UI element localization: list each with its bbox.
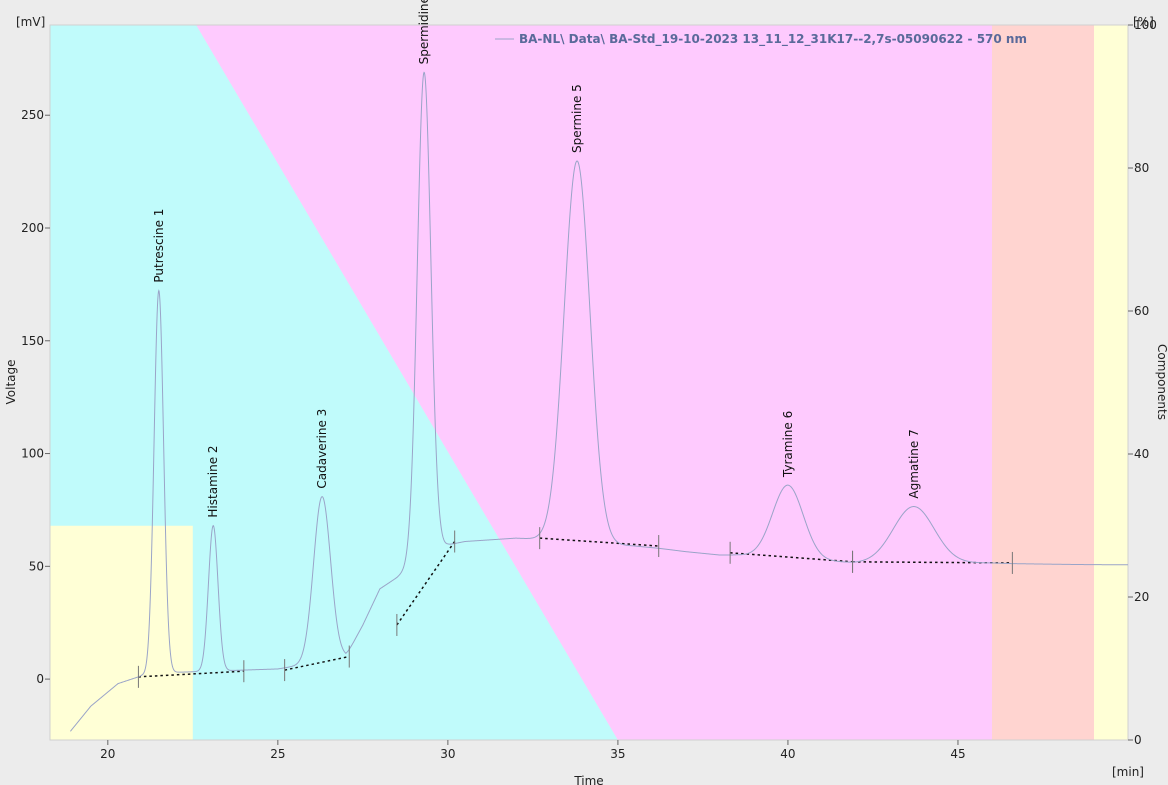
background-region-3 bbox=[992, 25, 1094, 740]
y2-unit-label: [%] bbox=[1133, 15, 1154, 29]
peak-label-3: Cadaverine 3 bbox=[315, 409, 329, 489]
integration-baseline-5 bbox=[730, 552, 853, 563]
y-unit-label: [mV] bbox=[16, 15, 45, 29]
plot-area-border bbox=[49, 24, 1129, 741]
y-tick-label: 250 bbox=[21, 108, 44, 122]
x-tick-label: 20 bbox=[100, 747, 115, 761]
plot-frame bbox=[49, 24, 1129, 741]
y-tick-label: 200 bbox=[21, 221, 44, 235]
y2-tick-label: 60 bbox=[1134, 304, 1149, 318]
background-region-4 bbox=[1094, 25, 1128, 740]
peak-label-4: Spermidine 4 bbox=[417, 0, 431, 64]
y2-axis: 0 20 40 60 80 100 bbox=[1128, 18, 1157, 747]
y2-tick-label: 80 bbox=[1134, 161, 1149, 175]
y-tick-label: 150 bbox=[21, 334, 44, 348]
y2-tick-label: 20 bbox=[1134, 590, 1149, 604]
series-line bbox=[70, 71, 1128, 732]
x-tick-label: 35 bbox=[610, 747, 625, 761]
y-tick-label: 50 bbox=[29, 559, 44, 573]
y2-tick-label: 100 bbox=[1134, 18, 1157, 32]
y2-axis-title: Components bbox=[1155, 344, 1168, 420]
peak-labels: Putrescine 1 Histamine 2 Cadaverine 3 Sperm… bbox=[152, 0, 921, 518]
y2-tick-label: 0 bbox=[1134, 733, 1142, 747]
y-tick-label: 100 bbox=[21, 447, 44, 461]
y2-tick-label: 40 bbox=[1134, 447, 1149, 461]
x-tick-label: 25 bbox=[270, 747, 285, 761]
x-tick-label: 30 bbox=[440, 747, 455, 761]
peak-label-6: Tyramine 6 bbox=[781, 411, 795, 478]
integration-baseline-1 bbox=[138, 670, 244, 678]
integration-baseline-4 bbox=[539, 537, 659, 547]
integration-baseline-3 bbox=[396, 541, 456, 626]
peak-label-5: Spermine 5 bbox=[570, 84, 584, 153]
y-axis-title: Voltage bbox=[4, 359, 18, 404]
peak-label-2: Histamine 2 bbox=[206, 445, 220, 517]
x-axis-title: Time bbox=[573, 774, 603, 785]
peak-boundary-markers bbox=[137, 527, 1013, 688]
background-regions bbox=[50, 25, 1128, 740]
x-tick-label: 45 bbox=[950, 747, 965, 761]
signal-trace bbox=[70, 71, 1128, 732]
peak-label-1: Putrescine 1 bbox=[152, 209, 166, 283]
legend-entry: BA-NL\ Data\ BA-Std_19-10-2023 13_11_12_… bbox=[519, 32, 1027, 47]
y-tick-label: 0 bbox=[36, 672, 44, 686]
x-tick-label: 40 bbox=[780, 747, 795, 761]
y-axis: 0 50 100 150 200 250 bbox=[21, 108, 50, 686]
integration-baseline-2 bbox=[284, 655, 350, 671]
x-axis: 20 25 30 35 40 45 bbox=[100, 740, 966, 761]
background-region-5 bbox=[50, 525, 193, 740]
legend: BA-NL\ Data\ BA-Std_19-10-2023 13_11_12_… bbox=[495, 32, 1027, 47]
x-unit-label: [min] bbox=[1112, 765, 1144, 779]
peak-label-7: Agmatine 7 bbox=[907, 429, 921, 498]
